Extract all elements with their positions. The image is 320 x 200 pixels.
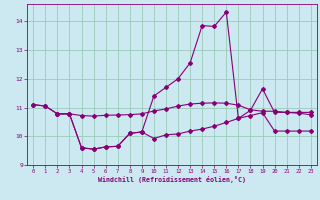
X-axis label: Windchill (Refroidissement éolien,°C): Windchill (Refroidissement éolien,°C) [98,176,246,183]
